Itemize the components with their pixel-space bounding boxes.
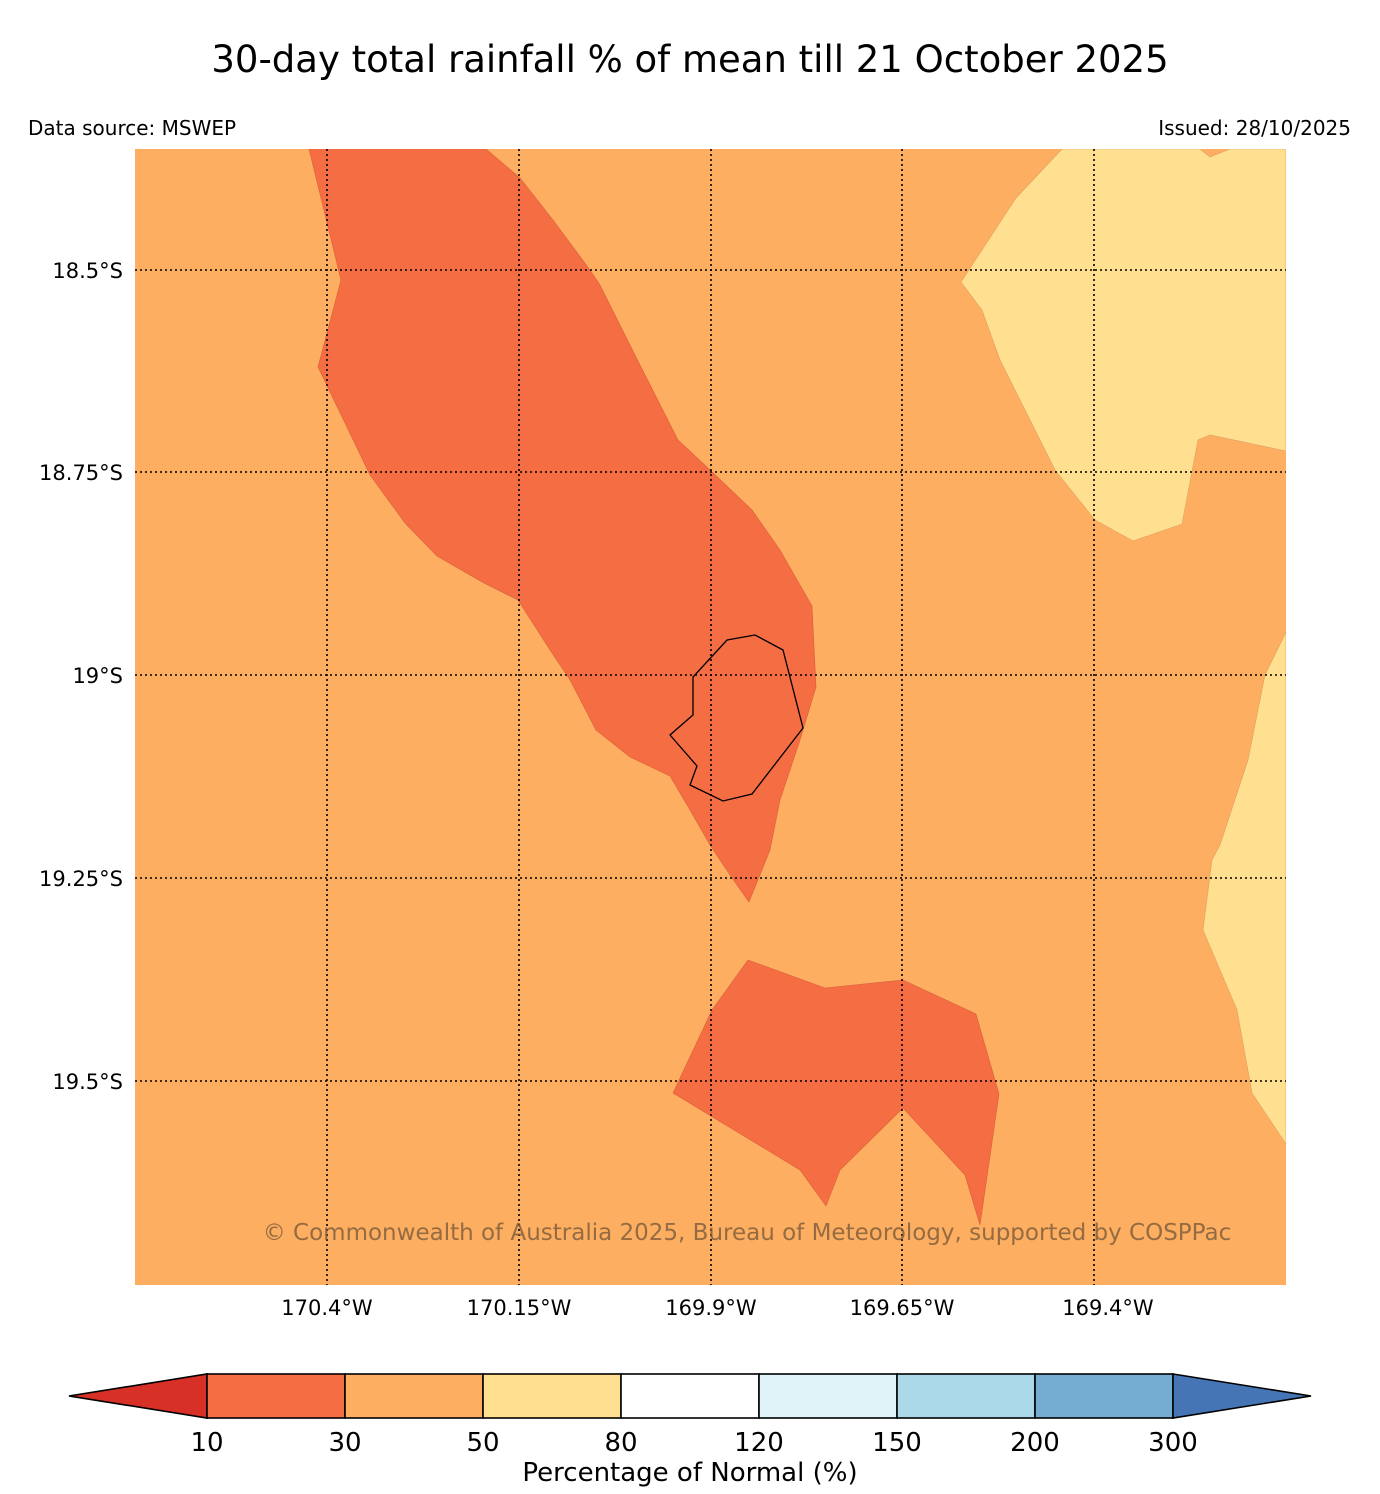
data-source: Data source: MSWEP <box>28 116 237 140</box>
lon-label: 169.65°W <box>850 1296 955 1320</box>
lat-label: 19.5°S <box>52 1070 123 1094</box>
colorbar-150-200 <box>896 1373 1036 1419</box>
colorbar-tick: 10 <box>190 1428 223 1458</box>
colorbar-extend-low <box>68 1373 208 1419</box>
colorbar-tick: 120 <box>734 1428 784 1458</box>
lon-label: 170.15°W <box>467 1296 572 1320</box>
colorbar-80-120 <box>620 1373 760 1419</box>
issued-date: Issued: 28/10/2025 <box>1158 116 1351 140</box>
colorbar-ticks: 10 30 50 80 120 150 200 300 <box>190 1428 1197 1458</box>
map-title: 30-day total rainfall % of mean till 21 … <box>211 38 1169 81</box>
colorbar-tick: 150 <box>872 1428 922 1458</box>
region-50-80-east <box>1202 631 1286 1145</box>
lat-label: 18.75°S <box>39 461 123 485</box>
colorbar-200-300 <box>1034 1373 1174 1419</box>
colorbar-title: Percentage of Normal (%) <box>522 1458 857 1488</box>
copyright-text: © Commonwealth of Australia 2025, Bureau… <box>263 1220 1232 1246</box>
colorbar-tick: 50 <box>466 1428 499 1458</box>
colorbar <box>68 1373 1312 1419</box>
region-50-80-northeast <box>960 149 1286 542</box>
colorbar-10-30 <box>206 1373 346 1419</box>
lon-label: 169.4°W <box>1062 1296 1154 1320</box>
island-outline <box>669 634 804 802</box>
map-panel: © Commonwealth of Australia 2025, Bureau… <box>135 149 1286 1285</box>
colorbar-30-50 <box>344 1373 484 1419</box>
lat-label: 19.25°S <box>39 867 123 891</box>
colorbar-tick: 200 <box>1010 1428 1060 1458</box>
lon-label: 169.9°W <box>665 1296 757 1320</box>
colorbar-50-80 <box>482 1373 622 1419</box>
colorbar-120-150 <box>758 1373 898 1419</box>
gridlines <box>135 149 1286 1285</box>
lon-label: 170.4°W <box>281 1296 373 1320</box>
region-10-30-south <box>672 959 1000 1226</box>
colorbar-extend-high <box>1172 1373 1312 1419</box>
colorbar-tick: 300 <box>1148 1428 1198 1458</box>
region-10-30-band <box>308 149 817 903</box>
colorbar-tick: 30 <box>328 1428 361 1458</box>
lat-label: 19°S <box>72 664 123 688</box>
colorbar-tick: 80 <box>604 1428 637 1458</box>
lon-axis: 170.4°W 170.15°W 169.9°W 169.65°W 169.4°… <box>281 1296 1154 1320</box>
lat-axis: 18.5°S 18.75°S 19°S 19.25°S 19.5°S <box>39 259 123 1094</box>
lat-label: 18.5°S <box>52 259 123 283</box>
